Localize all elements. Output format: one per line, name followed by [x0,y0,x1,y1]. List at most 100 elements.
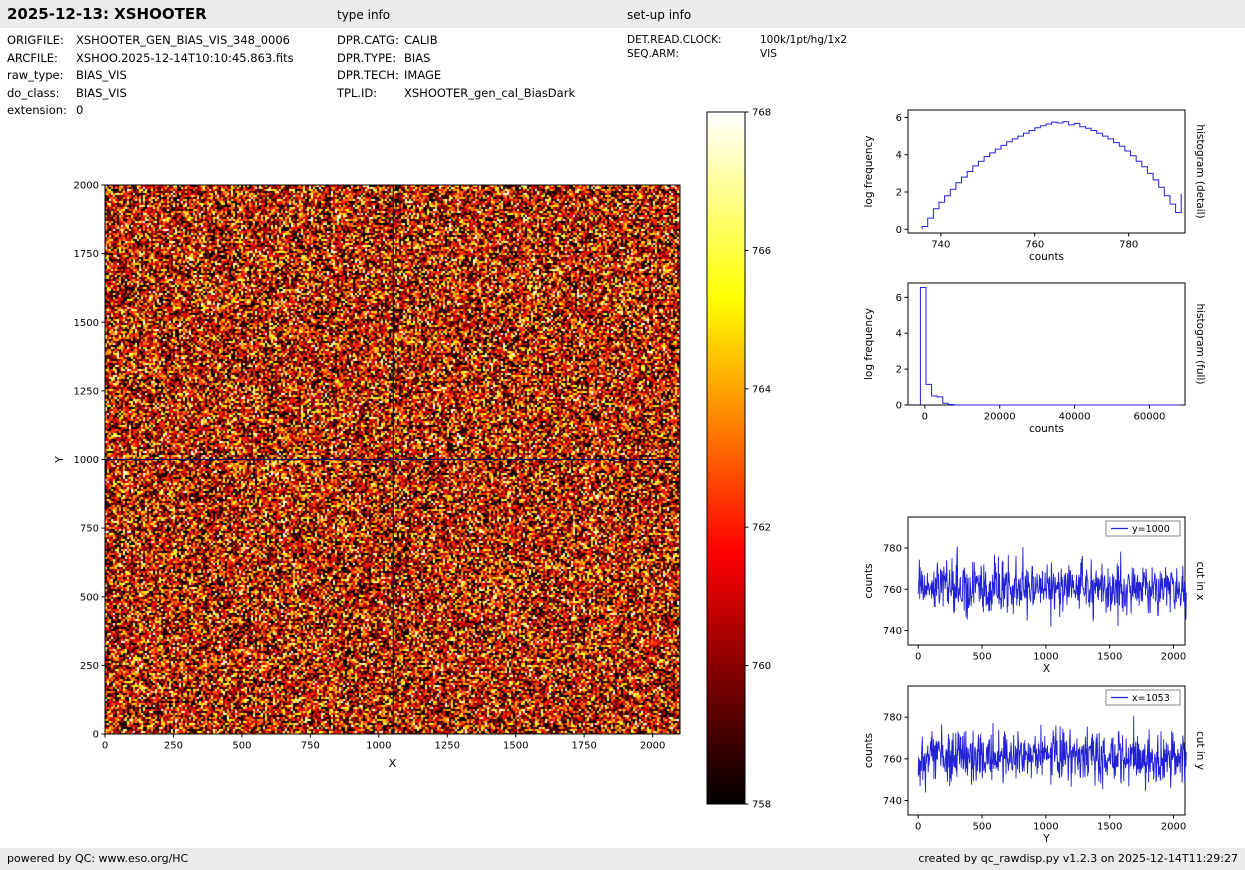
x-tick-label: 760 [1025,240,1044,251]
colorbar-tick-label: 760 [752,661,771,672]
colorbar-gradient [707,112,745,804]
type-info-heading: type info [337,8,390,22]
x-tick-label: 500 [972,652,991,663]
page-title: 2025-12-13: XSHOOTER [7,5,207,23]
footer-created-by: created by qc_rawdisp.py v1.2.3 on 2025-… [918,852,1238,865]
y-tick-label: 4 [896,329,902,340]
y-tick-label: 2 [896,365,902,376]
cut-series [918,547,1186,627]
y-tick-label: 2000 [74,181,99,192]
x-tick-label: 2000 [1161,822,1186,833]
info-label: DET.READ.CLOCK: [627,34,760,46]
y-axis-label: Y [53,456,66,464]
x-tick-label: 2000 [1161,652,1186,663]
x-tick-label: 1750 [571,741,596,752]
y-tick-label: 4 [896,150,902,161]
y-tick-label: 740 [883,796,902,807]
y-tick-label: 500 [80,592,99,603]
x-tick-label: 1000 [1033,822,1058,833]
info-value: XSHOO.2025-12-14T10:10:45.863.fits [76,51,294,65]
y-tick-label: 750 [80,524,99,535]
x-tick-label: 40000 [1059,412,1091,423]
x-tick-label: 0 [915,652,921,663]
x-tick-label: 740 [931,240,950,251]
file-info-list: ORIGFILE:XSHOOTER_GEN_BIAS_VIS_348_0006A… [7,33,294,121]
x-axis-label: counts [1029,423,1064,435]
right-axis-label: cut in x [1194,561,1206,600]
bias-image [105,185,680,734]
x-tick-label: 20000 [984,412,1016,423]
y-tick-label: 760 [883,585,902,596]
x-tick-label: 1500 [1097,822,1122,833]
right-axis-label: histogram (detail) [1194,124,1206,218]
x-tick-label: 750 [301,741,320,752]
info-row: do_class:BIAS_VIS [7,86,294,104]
x-tick-label: 0 [102,741,108,752]
info-label: DPR.TYPE: [337,51,404,65]
x-tick-label: 2000 [640,741,665,752]
colorbar-tick-label: 768 [752,108,771,119]
y-axis-label: log frequency [863,308,875,380]
info-value: XSHOOTER_GEN_BIAS_VIS_348_0006 [76,33,290,47]
plot-frame [908,283,1185,405]
histogram-series [920,288,1181,406]
info-row: extension:0 [7,103,294,121]
plot-frame [908,686,1185,815]
info-value: XSHOOTER_gen_cal_BiasDark [404,86,575,100]
x-tick-label: 0 [922,412,928,423]
y-tick-label: 0 [93,730,99,741]
info-row: ORIGFILE:XSHOOTER_GEN_BIAS_VIS_348_0006 [7,33,294,51]
info-row: DPR.TECH:IMAGE [337,68,575,86]
info-label: do_class: [7,86,76,100]
setup-info-list: DET.READ.CLOCK:100k/1pt/hg/1x2 SEQ.ARM:VI… [627,34,847,61]
info-value: BIAS [404,51,430,65]
cut-series [918,716,1186,792]
y-tick-label: 1500 [74,318,99,329]
right-axis-label: cut in y [1194,731,1206,770]
y-tick-label: 740 [883,626,902,637]
histogram-series [922,122,1181,230]
legend-label: y=1000 [1132,524,1170,535]
info-label: ORIGFILE: [7,33,76,47]
y-tick-label: 780 [883,713,902,724]
info-label: extension: [7,103,76,117]
y-tick-label: 760 [883,754,902,765]
plot-frame [908,110,1185,233]
x-tick-label: 500 [232,741,251,752]
info-value: 100k/1pt/hg/1x2 [760,34,847,46]
info-label: ARCFILE: [7,51,76,65]
info-row: raw_type:BIAS_VIS [7,68,294,86]
x-tick-label: 250 [164,741,183,752]
legend-label: x=1053 [1132,693,1170,704]
info-row: ARCFILE:XSHOO.2025-12-14T10:10:45.863.fi… [7,51,294,69]
header-bar: 2025-12-13: XSHOOTER type info set-up in… [0,0,1245,28]
x-tick-label: 500 [972,822,991,833]
y-tick-label: 1750 [74,249,99,260]
info-label: DPR.TECH: [337,68,404,82]
info-value: BIAS_VIS [76,86,127,100]
x-tick-label: 1000 [1033,652,1058,663]
x-axis-label: X [389,757,397,770]
info-row: DPR.CATG:CALIB [337,33,575,51]
qc-report-page: 2025-12-13: XSHOOTER type info set-up in… [0,0,1245,870]
y-tick-label: 780 [883,543,902,554]
colorbar-tick-label: 766 [752,246,771,257]
info-row: TPL.ID:XSHOOTER_gen_cal_BiasDark [337,86,575,104]
y-tick-label: 6 [896,113,902,124]
colorbar-tick-label: 758 [752,800,771,811]
x-tick-label: 1500 [503,741,528,752]
plot-frame [908,517,1185,645]
x-tick-label: 780 [1119,240,1138,251]
x-axis-label: Y [1042,833,1050,845]
x-tick-label: 60000 [1134,412,1166,423]
x-tick-label: 0 [915,822,921,833]
legend-box [1106,521,1180,536]
x-tick-label: 1000 [366,741,391,752]
y-tick-label: 0 [896,225,902,236]
info-row: SEQ.ARM:VIS [627,48,847,62]
info-value: CALIB [404,33,438,47]
y-axis-label: log frequency [863,135,875,207]
y-tick-label: 0 [896,401,902,412]
colorbar-tick-label: 762 [752,523,771,534]
x-tick-label: 1250 [435,741,460,752]
